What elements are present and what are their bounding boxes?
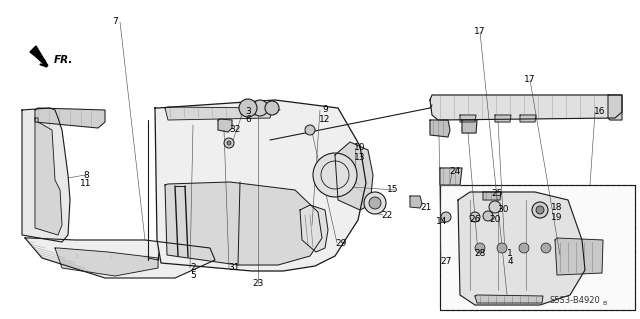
Polygon shape <box>165 182 322 265</box>
Text: 27: 27 <box>440 257 452 266</box>
Text: 4: 4 <box>507 257 513 266</box>
Circle shape <box>252 100 268 116</box>
Circle shape <box>475 243 485 253</box>
Circle shape <box>224 138 234 148</box>
Polygon shape <box>335 142 373 210</box>
Polygon shape <box>30 46 48 66</box>
Polygon shape <box>35 118 62 235</box>
Text: 13: 13 <box>355 153 365 162</box>
Circle shape <box>519 243 529 253</box>
Text: 31: 31 <box>228 263 240 272</box>
Polygon shape <box>458 192 585 305</box>
Polygon shape <box>165 107 272 120</box>
Polygon shape <box>22 108 70 242</box>
Text: 6: 6 <box>245 115 251 124</box>
Circle shape <box>536 206 544 214</box>
Circle shape <box>532 202 548 218</box>
Text: 24: 24 <box>449 167 461 176</box>
Text: 5: 5 <box>190 271 196 280</box>
Text: FR.: FR. <box>54 55 74 65</box>
Text: 8: 8 <box>83 170 89 180</box>
Polygon shape <box>55 248 158 276</box>
Text: 20: 20 <box>490 216 500 225</box>
Text: 14: 14 <box>436 218 448 226</box>
Circle shape <box>470 212 480 222</box>
Polygon shape <box>475 295 543 303</box>
Text: 25: 25 <box>492 189 502 197</box>
Polygon shape <box>555 238 603 275</box>
Text: 17: 17 <box>524 76 536 85</box>
Circle shape <box>489 201 501 213</box>
Polygon shape <box>300 205 328 252</box>
Circle shape <box>265 101 279 115</box>
Polygon shape <box>440 185 635 310</box>
Polygon shape <box>495 115 511 122</box>
Text: 21: 21 <box>420 203 432 211</box>
Polygon shape <box>440 185 635 310</box>
Text: B: B <box>602 301 606 306</box>
Polygon shape <box>520 115 536 122</box>
Circle shape <box>483 211 493 221</box>
Circle shape <box>364 192 386 214</box>
Text: 22: 22 <box>381 211 392 219</box>
Polygon shape <box>483 192 501 200</box>
Polygon shape <box>410 196 422 208</box>
Circle shape <box>227 141 231 145</box>
Polygon shape <box>25 238 215 278</box>
Text: 16: 16 <box>595 108 605 116</box>
Text: 28: 28 <box>474 249 486 257</box>
Polygon shape <box>35 108 105 128</box>
Polygon shape <box>440 168 462 185</box>
Circle shape <box>313 153 357 197</box>
Polygon shape <box>430 95 622 120</box>
Text: 29: 29 <box>335 239 347 248</box>
Text: S5S3-B4920: S5S3-B4920 <box>549 296 600 305</box>
Circle shape <box>305 125 315 135</box>
Circle shape <box>369 197 381 209</box>
Text: 26: 26 <box>469 216 481 225</box>
Polygon shape <box>155 100 366 271</box>
Text: 10: 10 <box>355 144 365 152</box>
Text: 12: 12 <box>319 115 331 124</box>
Text: 18: 18 <box>551 204 563 212</box>
Text: 15: 15 <box>387 186 399 195</box>
Text: 23: 23 <box>252 278 264 287</box>
Polygon shape <box>218 119 232 132</box>
Polygon shape <box>462 120 477 133</box>
Polygon shape <box>430 120 450 137</box>
Polygon shape <box>608 95 622 120</box>
Circle shape <box>441 212 451 222</box>
Circle shape <box>239 99 257 117</box>
Circle shape <box>541 243 551 253</box>
Text: 11: 11 <box>80 179 92 188</box>
Polygon shape <box>460 115 476 122</box>
Text: 2: 2 <box>190 263 196 272</box>
Text: 3: 3 <box>245 108 251 116</box>
Text: 9: 9 <box>322 106 328 115</box>
Text: 19: 19 <box>551 213 563 222</box>
Text: 30: 30 <box>497 205 509 214</box>
Text: 1: 1 <box>507 249 513 257</box>
Text: 32: 32 <box>229 125 241 135</box>
Text: 17: 17 <box>474 27 486 36</box>
Text: 7: 7 <box>112 18 118 26</box>
Circle shape <box>497 243 507 253</box>
